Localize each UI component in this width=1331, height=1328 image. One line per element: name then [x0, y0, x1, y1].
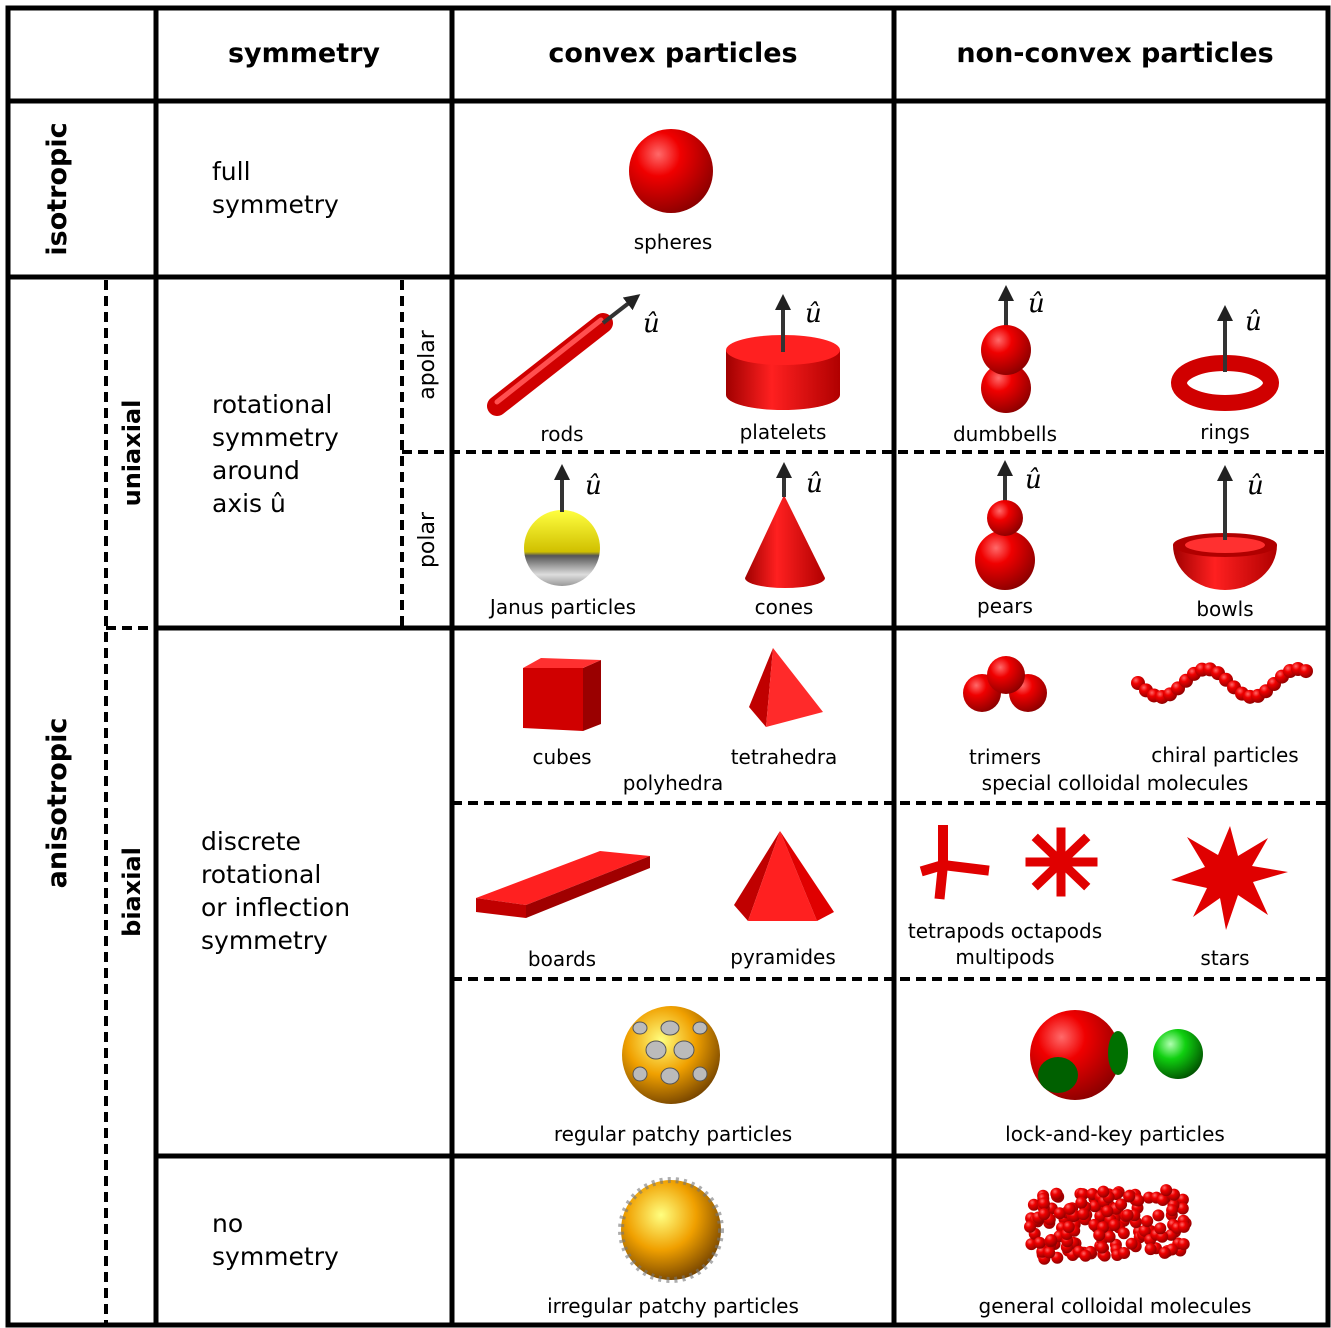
particle-label: general colloidal molecules	[979, 1294, 1252, 1318]
bead	[1177, 1238, 1190, 1251]
particle-label: Janus particles	[488, 595, 636, 619]
bead	[1088, 1200, 1101, 1213]
particle-label: irregular patchy particles	[547, 1294, 799, 1318]
bead	[1154, 1222, 1167, 1235]
bead	[1117, 1227, 1130, 1240]
particle-label: pyramides	[730, 945, 835, 969]
symmetry-text: rotational	[201, 860, 321, 889]
bead	[1096, 1241, 1108, 1254]
row-label: polar	[415, 511, 440, 568]
bead	[1063, 1202, 1076, 1215]
bead	[1075, 1196, 1088, 1209]
particle-label: dumbbells	[953, 422, 1057, 446]
symmetry-text: around	[212, 456, 300, 485]
bead	[1103, 1230, 1116, 1243]
bead	[1176, 1202, 1189, 1215]
bead	[1108, 1219, 1121, 1231]
particle-label: cones	[755, 595, 814, 619]
bead	[1156, 1194, 1169, 1206]
table-grid	[5, 5, 1331, 1328]
bead	[1160, 1184, 1173, 1197]
bead	[1045, 1234, 1058, 1246]
symmetry-text: symmetry	[201, 926, 328, 955]
bead	[1050, 1187, 1063, 1200]
group-label: polyhedra	[623, 771, 723, 795]
particle-label: pears	[977, 594, 1033, 618]
bead	[1093, 1229, 1106, 1242]
bead	[1043, 1246, 1056, 1259]
symmetry-text: discrete	[201, 827, 301, 856]
bead	[1037, 1197, 1050, 1210]
axis-symbol: û	[643, 309, 660, 339]
axis-symbol: û	[806, 469, 823, 499]
axis-symbol: û	[585, 471, 602, 501]
particle-label: cubes	[532, 745, 591, 769]
bead	[1121, 1209, 1134, 1222]
bead	[1299, 664, 1313, 679]
bead	[1038, 1208, 1051, 1221]
particle-label: bowls	[1196, 597, 1253, 621]
bead	[1097, 1185, 1110, 1198]
bead	[1132, 1194, 1145, 1207]
particle-label: rods	[540, 422, 583, 446]
bead	[1027, 1198, 1040, 1211]
bead	[1033, 1236, 1046, 1249]
column-header: non-convex particles	[956, 38, 1273, 69]
bead	[1101, 1205, 1114, 1218]
bead	[1024, 1220, 1036, 1233]
symmetry-text: rotational	[212, 390, 332, 419]
bead	[1166, 1204, 1179, 1217]
axis-symbol: û	[1025, 465, 1042, 495]
bead	[1125, 1237, 1138, 1250]
group-label: special colloidal molecules	[982, 771, 1249, 795]
particle-label: tetrahedra	[731, 745, 838, 769]
particle-label: rings	[1200, 420, 1250, 444]
symmetry-text: symmetry	[212, 423, 339, 452]
particle-label: spheres	[634, 230, 713, 254]
bead	[1062, 1221, 1075, 1233]
symmetry-text: symmetry	[212, 190, 339, 219]
symmetry-text: no	[212, 1209, 243, 1238]
symmetry-text: or inflection	[201, 893, 350, 922]
row-label: uniaxial	[118, 400, 146, 507]
column-header: convex particles	[548, 38, 797, 69]
symmetry-text: full	[212, 157, 251, 186]
bead	[1115, 1198, 1128, 1211]
particle-label: lock-and-key particles	[1005, 1122, 1225, 1146]
column-header: symmetry	[228, 38, 380, 69]
bead	[1053, 1207, 1066, 1220]
axis-symbol: û	[1028, 289, 1045, 319]
particle-label: trimers	[969, 745, 1041, 769]
symmetry-text: axis û	[212, 489, 286, 518]
particle-label: tetrapods octapods	[908, 919, 1102, 943]
bead	[1141, 1215, 1154, 1228]
particle-label: regular patchy particles	[554, 1122, 792, 1146]
bead	[1118, 1247, 1131, 1259]
bead	[1079, 1249, 1092, 1262]
bead	[1077, 1208, 1090, 1221]
axis-symbol: û	[1247, 471, 1264, 501]
row-label: isotropic	[42, 122, 73, 255]
bead	[1158, 1246, 1171, 1259]
particle-illustrations	[476, 129, 1288, 1283]
particle-label: stars	[1200, 946, 1249, 970]
bead	[1152, 1209, 1165, 1222]
bead	[1123, 1190, 1136, 1203]
bead	[1144, 1243, 1157, 1256]
row-label: apolar	[415, 329, 440, 400]
particle-label: platelets	[740, 420, 827, 444]
bead	[1176, 1193, 1189, 1206]
bead	[1138, 1224, 1151, 1237]
symmetry-text: symmetry	[212, 1242, 339, 1271]
row-label: anisotropic	[42, 718, 73, 889]
bead	[1177, 1220, 1190, 1233]
row-label: biaxial	[118, 847, 146, 937]
axis-symbol: û	[805, 299, 822, 329]
axis-symbol: û	[1245, 307, 1262, 337]
particle-illustrations	[1024, 662, 1313, 1265]
particle-label: boards	[528, 947, 596, 971]
particle-label: chiral particles	[1151, 743, 1298, 767]
particle-label: multipods	[955, 945, 1054, 969]
